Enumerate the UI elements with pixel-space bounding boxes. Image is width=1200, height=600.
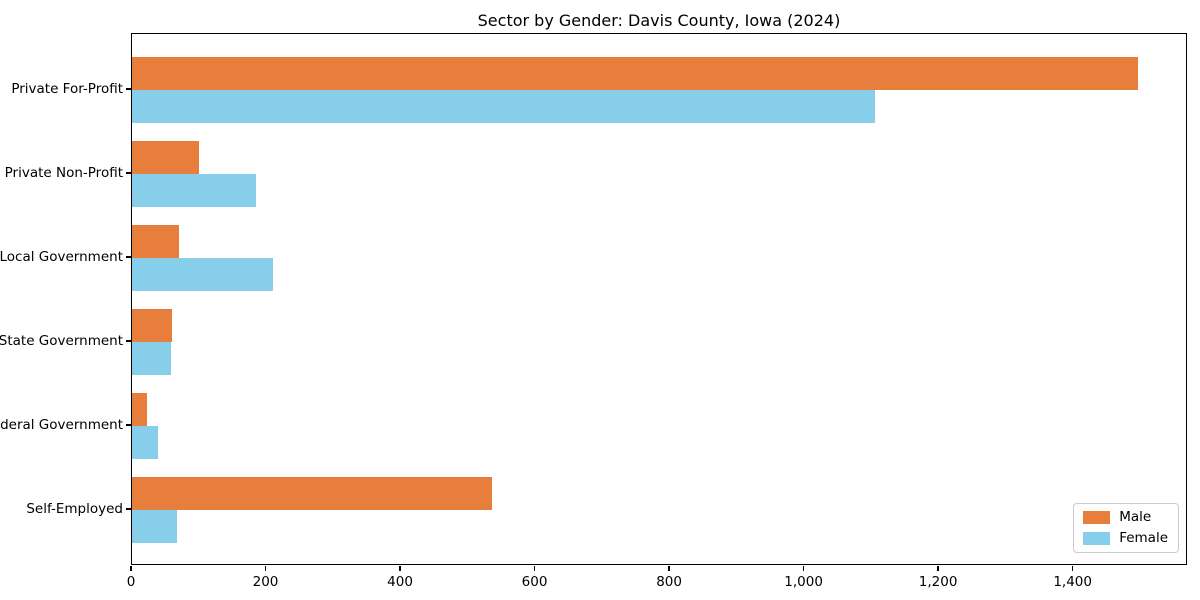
legend-item: Female <box>1083 529 1168 546</box>
x-tick-label: 800 <box>656 574 682 590</box>
y-tick-label: State Government <box>0 333 123 349</box>
bar-female-1 <box>132 174 257 207</box>
bar-male-4 <box>132 393 147 426</box>
bar-female-4 <box>132 426 158 459</box>
bar-male-0 <box>132 57 1138 90</box>
chart-title: Sector by Gender: Davis County, Iowa (20… <box>477 11 841 30</box>
y-tick-label: Self-Employed <box>26 501 123 517</box>
x-tick-mark <box>130 566 132 571</box>
bar-male-2 <box>132 225 180 258</box>
legend-swatch-female <box>1083 531 1111 545</box>
x-tick-mark <box>668 566 670 571</box>
bar-female-3 <box>132 342 171 375</box>
y-tick-label: Private For-Profit <box>11 81 123 97</box>
x-tick-label: 1,200 <box>918 574 958 590</box>
bar-female-0 <box>132 90 876 123</box>
x-tick-label: 0 <box>126 574 136 590</box>
y-tick-mark <box>126 256 131 258</box>
y-tick-label: Local Government <box>0 249 123 265</box>
x-tick-label: 200 <box>252 574 279 590</box>
y-tick-mark <box>126 172 131 174</box>
x-tick-mark <box>533 566 536 571</box>
bar-female-5 <box>132 510 178 543</box>
legend: Male Female <box>1073 503 1179 553</box>
x-tick-label: 1,400 <box>1053 574 1092 590</box>
legend-label: Female <box>1119 529 1168 546</box>
y-tick-mark <box>126 424 131 426</box>
x-tick-mark <box>802 566 805 571</box>
bar-female-2 <box>132 258 274 291</box>
y-tick-mark <box>126 508 131 510</box>
y-tick-mark <box>126 88 131 90</box>
x-tick-label: 400 <box>387 574 413 590</box>
x-tick-mark <box>937 566 939 571</box>
x-tick-mark <box>1071 566 1074 571</box>
legend-item: Male <box>1083 509 1168 525</box>
x-tick-mark <box>264 566 267 571</box>
x-tick-mark <box>399 566 401 571</box>
legend-label: Male <box>1119 509 1152 525</box>
y-tick-mark <box>126 340 131 342</box>
x-tick-label: 1,000 <box>784 574 823 590</box>
x-tick-label: 600 <box>521 574 548 590</box>
y-tick-label: Federal Government <box>0 417 123 433</box>
legend-swatch-male <box>1083 511 1111 525</box>
plot-area: Male Female <box>131 33 1187 565</box>
bar-male-3 <box>132 309 173 342</box>
bar-male-5 <box>132 477 492 510</box>
y-tick-label: Private Non-Profit <box>4 165 123 181</box>
bar-male-1 <box>132 141 200 174</box>
